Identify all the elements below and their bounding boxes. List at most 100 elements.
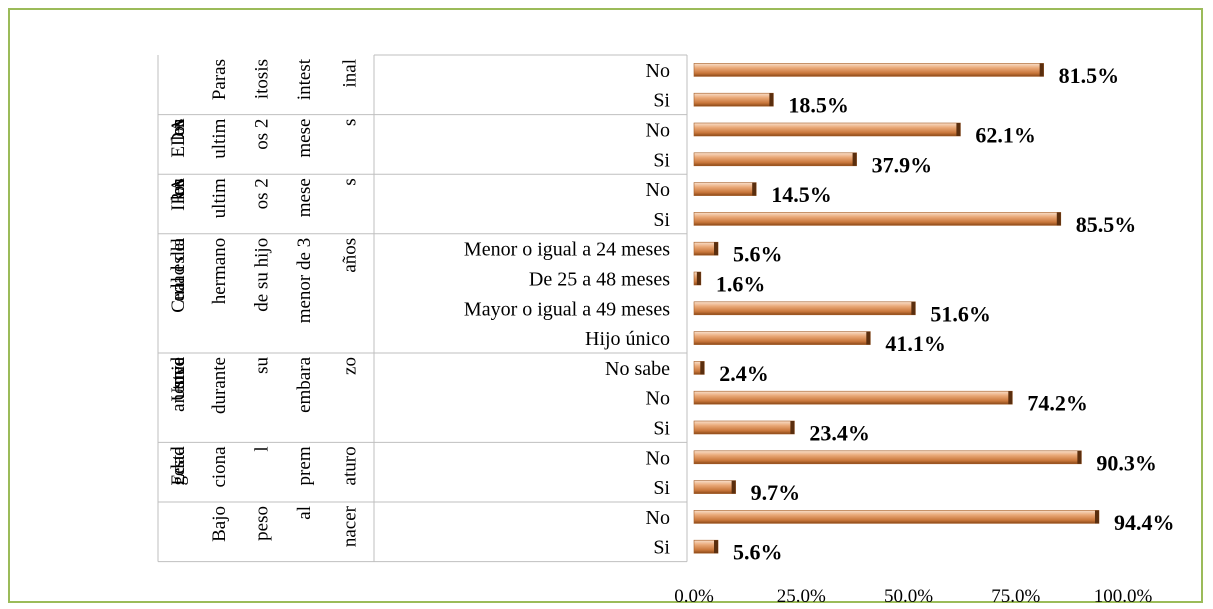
bar-end-cap xyxy=(714,540,719,554)
category-label: Si xyxy=(653,149,670,171)
value-label: 2.4% xyxy=(719,361,769,386)
bar xyxy=(693,122,961,137)
bar-end-cap xyxy=(714,242,719,256)
category-labels: No Si No Si No Si Menor o igual a 24 meses De 2… xyxy=(464,60,671,559)
value-label: 90.3% xyxy=(1096,450,1157,475)
group-label-line: edad del xyxy=(168,238,189,302)
value-label: 74.2% xyxy=(1027,391,1088,416)
bar xyxy=(693,152,857,167)
bar xyxy=(693,420,795,435)
category-label: Si xyxy=(653,418,670,440)
group-label-line: nacer xyxy=(340,505,361,547)
category-label: Mayor o igual a 49 meses xyxy=(464,298,670,320)
bar-end-cap xyxy=(1008,391,1013,405)
group-label-line: de su hijo xyxy=(252,238,273,312)
group-label-line: ultim xyxy=(209,178,230,218)
x-tick-label: 0.0% xyxy=(674,586,714,607)
group-label-line: os 2 xyxy=(252,119,273,150)
category-label: De 25 a 48 meses xyxy=(529,269,670,291)
group-label-line: os 2 xyxy=(252,178,273,209)
category-label: No sabe xyxy=(605,358,670,380)
value-label: 5.6% xyxy=(733,540,783,565)
group-label-line: inal xyxy=(340,59,361,88)
group-label-line: EDA xyxy=(168,118,189,157)
bar-end-cap xyxy=(956,123,961,136)
group-label-line: Cual es la xyxy=(168,237,189,312)
bars xyxy=(693,63,1100,554)
bar-end-cap xyxy=(852,152,857,166)
bar-end-cap xyxy=(1094,510,1099,524)
group-label-line: ciona xyxy=(209,446,230,488)
group-label-line: Edad xyxy=(168,446,189,486)
value-label: 37.9% xyxy=(872,152,933,177)
group-label-line: anemia xyxy=(168,356,189,411)
value-label: 41.1% xyxy=(885,331,946,356)
bar-end-cap xyxy=(769,93,774,107)
category-label: Si xyxy=(653,90,670,112)
value-label: 85.5% xyxy=(1076,212,1137,237)
group-label-line: embara xyxy=(294,356,315,412)
group-label-line: prem xyxy=(294,446,315,485)
group-label-line: al xyxy=(294,506,315,520)
bar xyxy=(693,510,1100,524)
category-label: Hijo único xyxy=(585,328,670,350)
group-label-line: l xyxy=(252,446,273,451)
x-tick-label: 100.0% xyxy=(1094,586,1153,607)
x-tick-label: 75.0% xyxy=(991,586,1040,607)
bar xyxy=(693,480,736,494)
value-label: 81.5% xyxy=(1059,63,1120,88)
bar-end-cap xyxy=(696,272,701,285)
bar-end-cap xyxy=(731,480,736,494)
group-label-line: su xyxy=(252,357,273,374)
bar xyxy=(693,212,1062,226)
chart-frame xyxy=(8,8,1203,603)
value-label: 5.6% xyxy=(733,242,783,267)
group-label-line: mese xyxy=(294,178,315,217)
x-axis-ticks: 0.0% 25.0% 50.0% 75.0% 100.0% xyxy=(674,586,1152,607)
category-label: No xyxy=(646,388,670,410)
group-label-line: tuve xyxy=(168,357,189,390)
bar-end-cap xyxy=(1077,450,1082,464)
group-label-line: Paras xyxy=(209,59,230,100)
group-label-line: itosis xyxy=(252,59,273,99)
bar xyxy=(693,390,1013,405)
bar xyxy=(693,331,871,345)
group-label-line: ultim xyxy=(209,118,230,158)
value-label: 62.1% xyxy=(975,123,1035,148)
bar-end-cap xyxy=(752,182,757,196)
category-label: Si xyxy=(653,209,670,231)
bar xyxy=(693,450,1082,465)
category-label: No xyxy=(646,60,670,82)
value-label: 18.5% xyxy=(788,93,849,118)
bar-end-cap xyxy=(866,331,871,345)
value-labels: 81.5% 18.5% 62.1% 37.9% 14.5% 85.5% 5.6% 1.6% 51… xyxy=(716,63,1175,565)
category-label: Si xyxy=(653,477,670,499)
value-label: 94.4% xyxy=(1114,510,1175,535)
bar-end-cap xyxy=(700,361,705,375)
value-label: 23.4% xyxy=(809,421,870,446)
group-label-line: zo xyxy=(340,357,361,375)
bar-end-cap xyxy=(911,301,916,315)
category-label: No xyxy=(646,447,670,469)
group-label-line: en xyxy=(168,178,189,196)
bar-end-cap xyxy=(1056,212,1061,226)
group-label-line: aturo xyxy=(340,446,361,485)
bar xyxy=(693,63,1044,77)
group-label-line: s xyxy=(340,119,361,126)
group-label-line: peso xyxy=(252,506,273,541)
group-label-line: intest xyxy=(294,58,315,100)
group-label-line: menor de 3 xyxy=(294,238,315,323)
bar xyxy=(693,182,757,196)
x-tick-label: 50.0% xyxy=(884,586,933,607)
category-label: Menor o igual a 24 meses xyxy=(464,239,670,261)
category-label: No xyxy=(646,507,670,529)
group-label-line: gesta xyxy=(168,446,189,486)
group-label-line: Bajo xyxy=(209,506,230,542)
group-label-line: IRA xyxy=(168,178,189,211)
bar-end-cap xyxy=(1039,63,1044,77)
value-label: 14.5% xyxy=(771,182,832,207)
bar xyxy=(693,301,916,316)
value-label: 51.6% xyxy=(930,301,991,326)
